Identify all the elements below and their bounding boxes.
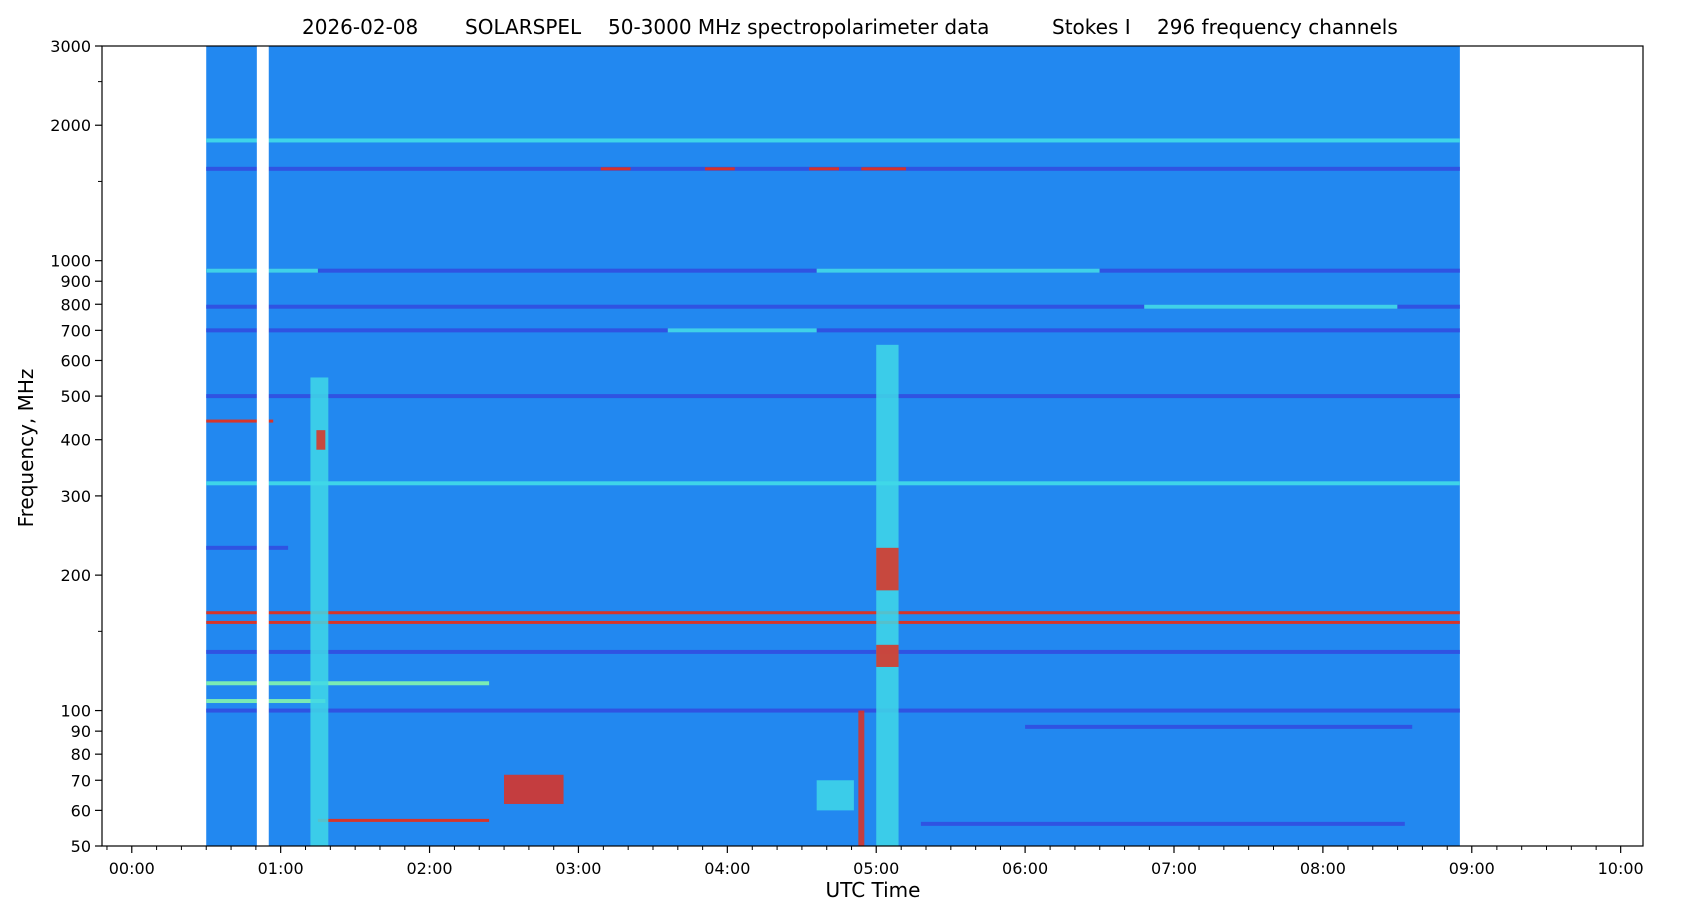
title-instrument: SOLARSPEL xyxy=(465,15,582,39)
spectral-band xyxy=(667,328,817,333)
spectral-band xyxy=(861,167,906,171)
spectral-band xyxy=(206,138,1460,143)
title-channels: 296 frequency channels xyxy=(1157,15,1398,39)
spectrogram-background xyxy=(206,46,1460,846)
y-axis-label: Frequency, MHz xyxy=(14,369,38,528)
title-date: 2026-02-08 xyxy=(302,15,418,39)
y-tick-label: 80 xyxy=(71,745,91,764)
y-tick-label: 900 xyxy=(60,272,91,291)
spectral-band xyxy=(206,708,1460,713)
spectral-band xyxy=(206,328,1460,333)
spectral-band xyxy=(705,167,735,171)
spectral-band xyxy=(206,481,1460,486)
y-tick-label: 800 xyxy=(60,295,91,314)
x-tick-label: 05:00 xyxy=(853,859,899,878)
y-tick-label: 300 xyxy=(60,487,91,506)
y-tick-label: 700 xyxy=(60,321,91,340)
y-tick-label: 600 xyxy=(60,351,91,370)
radio-burst xyxy=(816,780,854,811)
radio-burst xyxy=(310,377,329,846)
x-tick-label: 06:00 xyxy=(1002,859,1048,878)
spectral-band xyxy=(206,394,1460,399)
y-tick-label: 1000 xyxy=(50,252,91,271)
y-tick-label: 2000 xyxy=(50,116,91,135)
y-tick-label: 400 xyxy=(60,431,91,450)
y-tick-label: 60 xyxy=(71,801,91,820)
spectral-band xyxy=(920,821,1405,826)
x-tick-label: 03:00 xyxy=(555,859,601,878)
radio-burst xyxy=(316,430,326,450)
x-tick-label: 08:00 xyxy=(1300,859,1346,878)
radio-burst xyxy=(876,344,899,846)
y-tick-label: 200 xyxy=(60,566,91,585)
spectral-band xyxy=(317,818,490,822)
chart-title: 2026-02-08 SOLARSPEL 50-3000 MHz spectro… xyxy=(302,15,1398,39)
x-tick-label: 02:00 xyxy=(407,859,453,878)
x-tick-label: 07:00 xyxy=(1151,859,1197,878)
plot-frame xyxy=(101,45,1644,847)
y-tick-label: 100 xyxy=(60,702,91,721)
spectral-band xyxy=(206,304,1460,309)
plot-area xyxy=(101,45,1644,847)
x-tick-label: 01:00 xyxy=(258,859,304,878)
x-tick-label: 00:00 xyxy=(109,859,155,878)
radio-burst xyxy=(858,710,865,846)
data-gap xyxy=(256,46,269,846)
radio-burst xyxy=(504,774,564,804)
spectral-band xyxy=(206,681,490,686)
spectral-band xyxy=(809,167,839,171)
x-axis-label: UTC Time xyxy=(826,878,921,902)
title-description: 50-3000 MHz spectropolarimeter data xyxy=(608,15,989,39)
spectral-band xyxy=(1025,724,1413,729)
spectral-band xyxy=(1144,304,1398,309)
x-tick-label: 04:00 xyxy=(704,859,750,878)
spectral-band xyxy=(600,167,631,171)
spectral-band xyxy=(816,268,1100,273)
radio-burst xyxy=(876,547,899,591)
y-tick-label: 70 xyxy=(71,771,91,790)
y-tick-label: 50 xyxy=(71,837,91,856)
spectral-band xyxy=(206,545,289,550)
x-axis: 00:00 01:00 02:00 03:00 04:00 05:00 06:00 07:00… xyxy=(106,846,1644,878)
spectral-band xyxy=(206,611,1460,615)
spectral-band xyxy=(206,620,1460,624)
y-tick-label: 3000 xyxy=(50,37,91,56)
title-stokes: Stokes I xyxy=(1052,15,1131,39)
y-tick-label: 500 xyxy=(60,387,91,406)
x-tick-label: 09:00 xyxy=(1449,859,1495,878)
x-tick-label: 10:00 xyxy=(1598,859,1644,878)
spectral-band xyxy=(206,649,1460,654)
y-tick-label: 90 xyxy=(71,722,91,741)
spectral-band xyxy=(206,419,274,423)
radio-burst xyxy=(876,644,899,667)
